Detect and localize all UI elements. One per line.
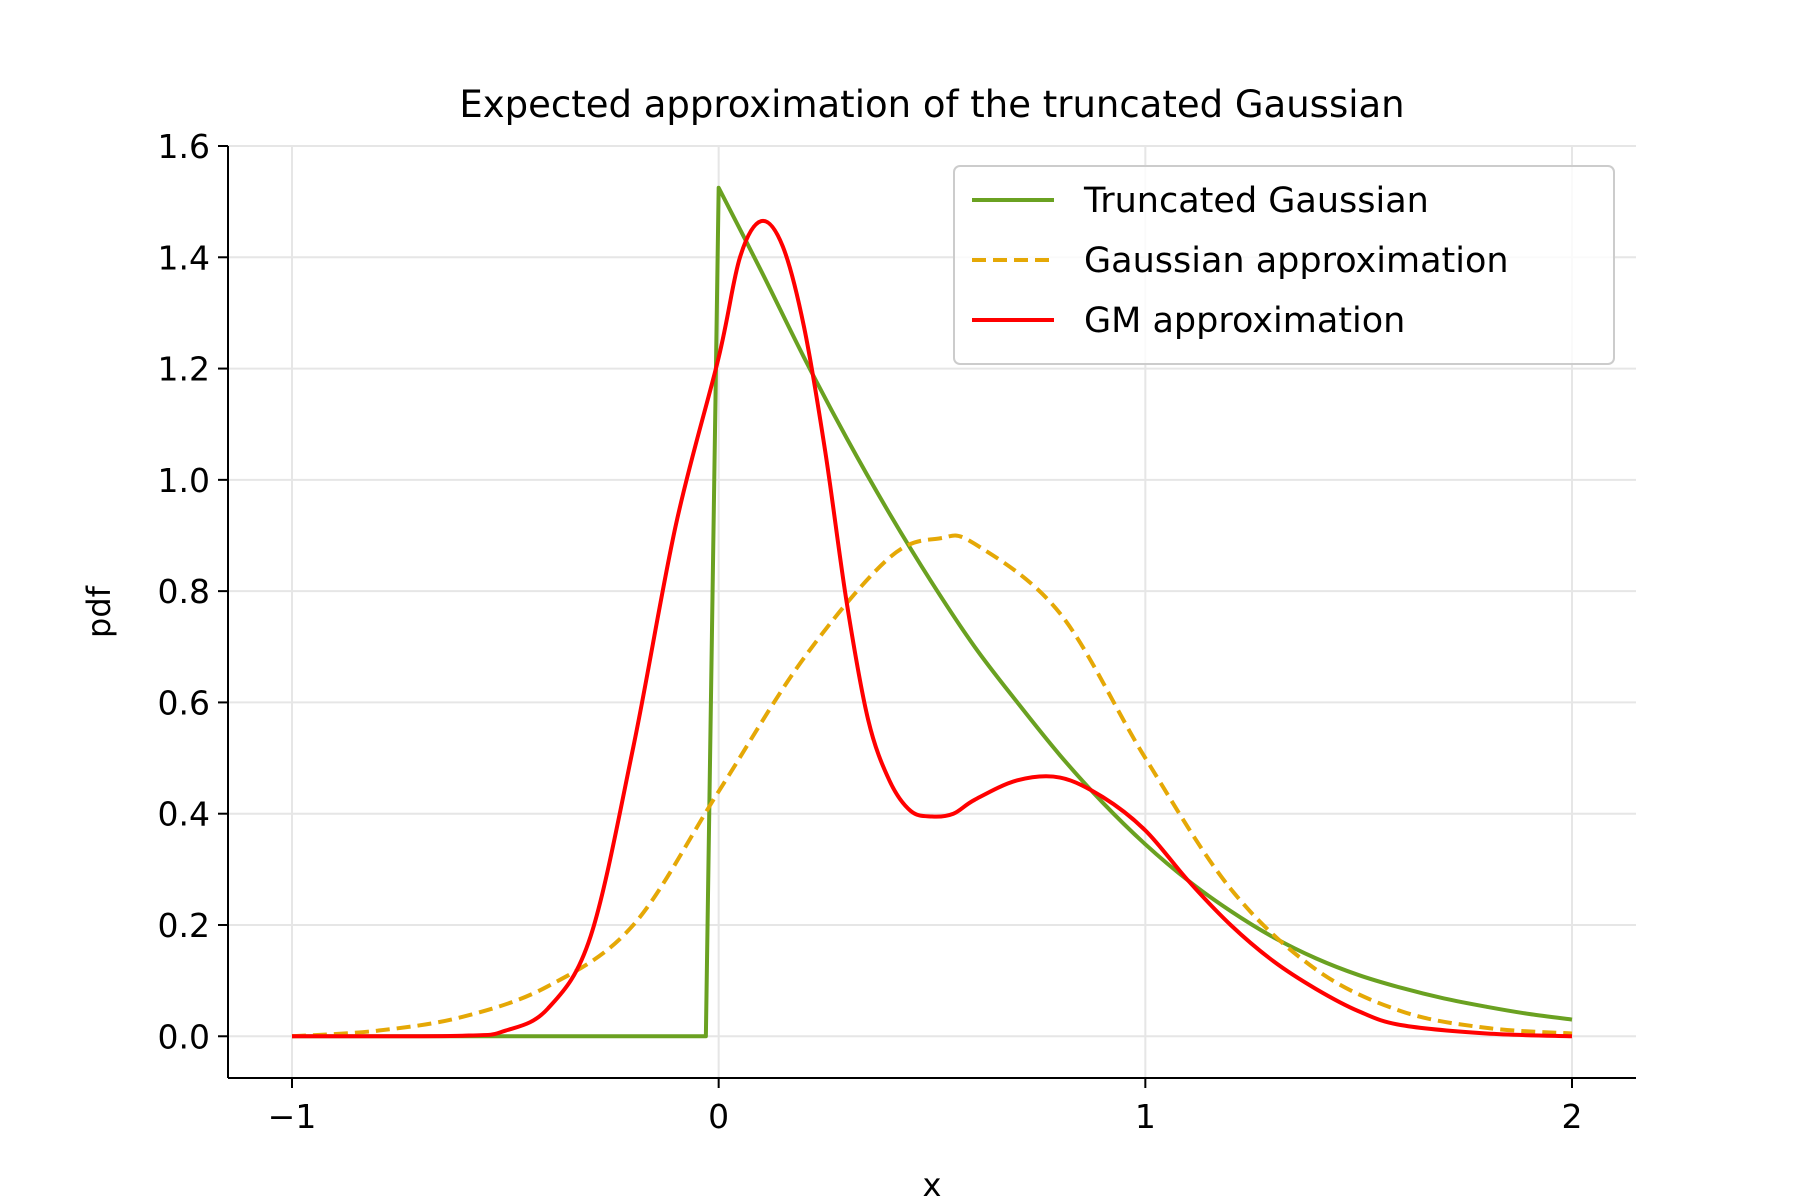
legend-entries: Truncated Gaussian Gaussian approximation… [972, 181, 1509, 341]
y-tick-label: 0.0 [158, 1017, 210, 1056]
y-tick-label: 0.4 [158, 795, 210, 834]
x-tick-label: 1 [1135, 1097, 1156, 1136]
grid-layer [228, 145, 1636, 1078]
x-tick-label: 2 [1562, 1097, 1583, 1136]
legend-label: Truncated Gaussian [1083, 181, 1429, 221]
legend: Truncated Gaussian Gaussian approximation… [953, 165, 1615, 365]
y-tick-label: 0.2 [158, 906, 210, 945]
x-axis-label: x [923, 1166, 942, 1200]
y-tick-label: 0.6 [158, 683, 210, 722]
series-line-gaussian-approximation [291, 533, 1573, 1039]
legend-label: GM approximation [1084, 301, 1405, 341]
series-line-gm-approximation [291, 218, 1573, 1039]
ticks-layer: −1 0 1 2 0.0 0.2 0.4 0.6 0.8 1.0 1.2 1.4 1.6 [158, 127, 1583, 1136]
y-tick-label: 1.2 [158, 350, 210, 389]
y-tick-label: 0.8 [158, 572, 210, 611]
axes-layer [227, 146, 1636, 1079]
series-layer [291, 185, 1573, 1039]
legend-label: Gaussian approximation [1084, 241, 1509, 281]
y-tick-label: 1.6 [158, 127, 210, 166]
series-line-truncated-gaussian [292, 185, 1573, 1039]
y-tick-label: 1.0 [158, 461, 210, 500]
legend-frame [953, 165, 1615, 365]
x-tick-label: 0 [708, 1097, 729, 1136]
chart-title: Expected approximation of the truncated … [459, 83, 1404, 126]
y-axis-label: pdf [80, 585, 118, 638]
y-tick-label: 1.4 [158, 238, 210, 277]
x-tick-label: −1 [268, 1097, 317, 1136]
